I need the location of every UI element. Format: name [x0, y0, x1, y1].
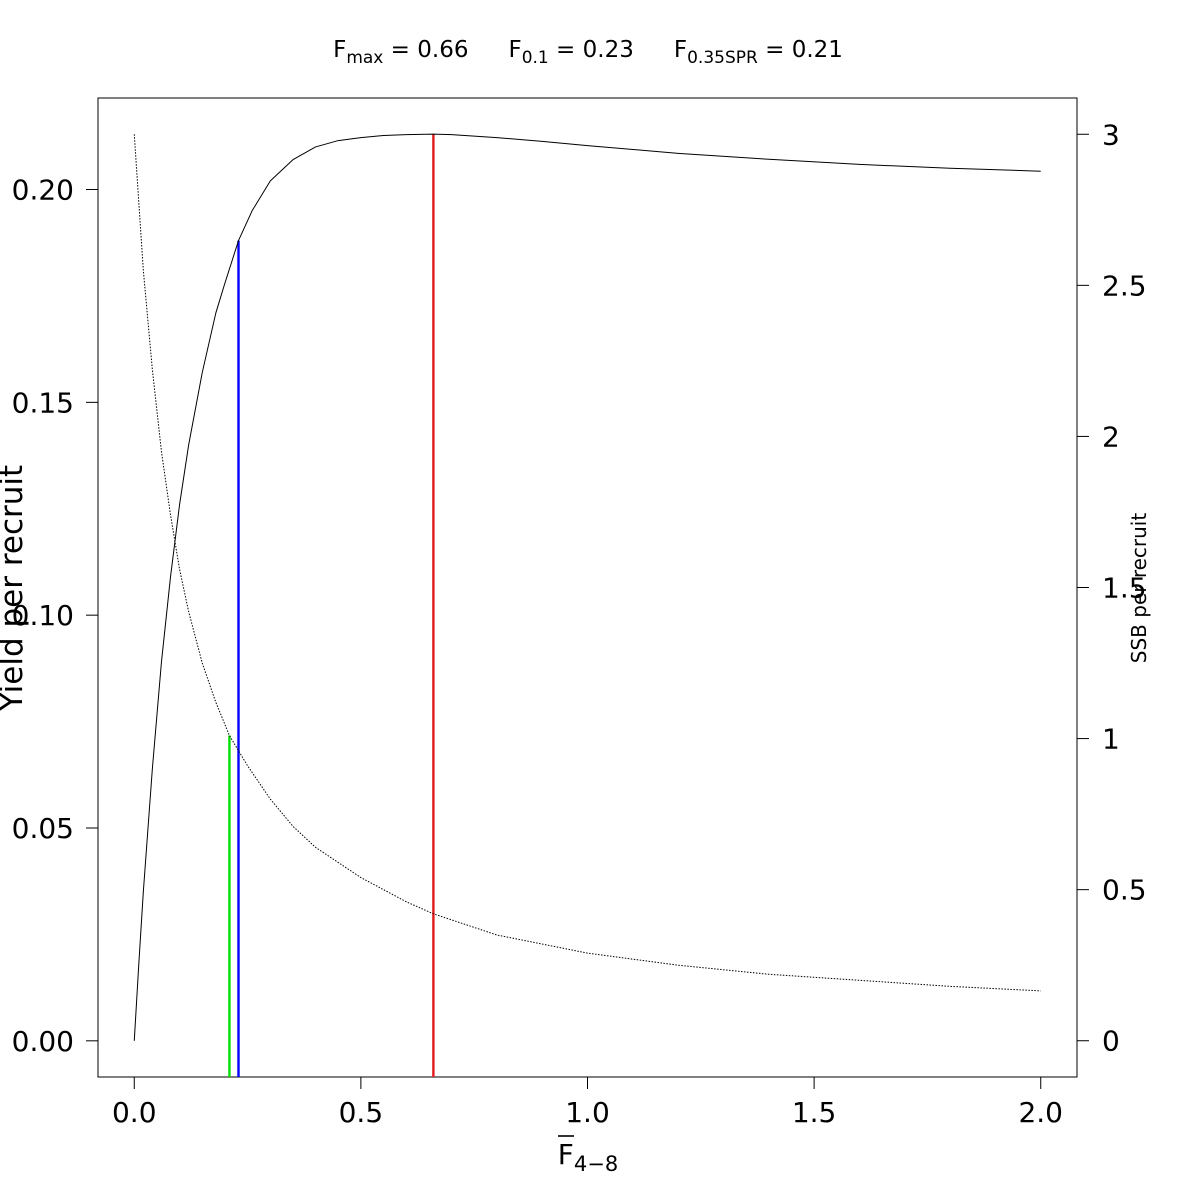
y-right-axis: 0 0.5 1 1.5 2 2.5 3: [1077, 118, 1147, 1058]
series-line-yield-per-recruit: [133, 133, 1041, 1041]
x-tick-label: 0.0: [112, 1096, 157, 1129]
y-right-tick-label: 1: [1102, 723, 1120, 756]
ref-symbol: F: [508, 37, 521, 63]
y-right-tick-label: 1.5: [1102, 572, 1147, 605]
plot-frame: [97, 97, 1078, 1078]
reference-points-text: Fmax = 0.66 F0.1 = 0.23 F0.35SPR = 0.21: [333, 37, 843, 68]
y-left-tick-label: 0.05: [12, 812, 74, 845]
y-left-tick-label: 0.15: [12, 386, 74, 419]
ref-value: = 0.66: [383, 37, 468, 63]
ref-value: = 0.21: [758, 37, 843, 63]
x-tick-label: 2.0: [1018, 1096, 1063, 1129]
y-right-tick-label: 0.5: [1102, 874, 1147, 907]
x-axis-title: F4−8: [558, 1138, 618, 1176]
reference-points-title: Fmax = 0.66 F0.1 = 0.23 F0.35SPR = 0.21: [333, 37, 843, 68]
ref-subscript: 0.1: [522, 48, 549, 68]
y-left-tick-label: 0.10: [12, 599, 74, 632]
x-tick-label: 1.0: [565, 1096, 610, 1129]
ref-subscript: max: [346, 48, 383, 68]
x-tick-label: 1.5: [792, 1096, 837, 1129]
series-layer: [133, 133, 1041, 1041]
y-right-tick-label: 3: [1102, 118, 1120, 151]
ref-symbol: F: [333, 37, 346, 63]
series-line-ssb-per-recruit: [133, 134, 1041, 992]
x-axis: 0.0 0.5 1.0 1.5 2.0: [112, 1077, 1063, 1129]
ref-symbol: F: [674, 37, 687, 63]
y-left-tick-label: 0.20: [12, 174, 74, 207]
y-right-tick-label: 2: [1102, 420, 1120, 453]
y-left-tick-label: 0.00: [12, 1025, 74, 1058]
x-tick-label: 0.5: [339, 1096, 384, 1129]
y-right-tick-label: 2.5: [1102, 269, 1147, 302]
y-left-axis-title: Yield per recruit: [0, 465, 30, 712]
ref-subscript: 0.35SPR: [687, 48, 758, 68]
y-right-axis-title: SSB per recruit: [1127, 513, 1151, 664]
reference-lines: [228, 134, 435, 1077]
y-left-axis: 0.00 0.05 0.10 0.15 0.20: [12, 174, 98, 1058]
ref-value: = 0.23: [549, 37, 634, 63]
axis-titles: F4−8 Yield per recruit SSB per recruit: [0, 465, 1151, 1176]
y-right-tick-label: 0: [1102, 1025, 1120, 1058]
